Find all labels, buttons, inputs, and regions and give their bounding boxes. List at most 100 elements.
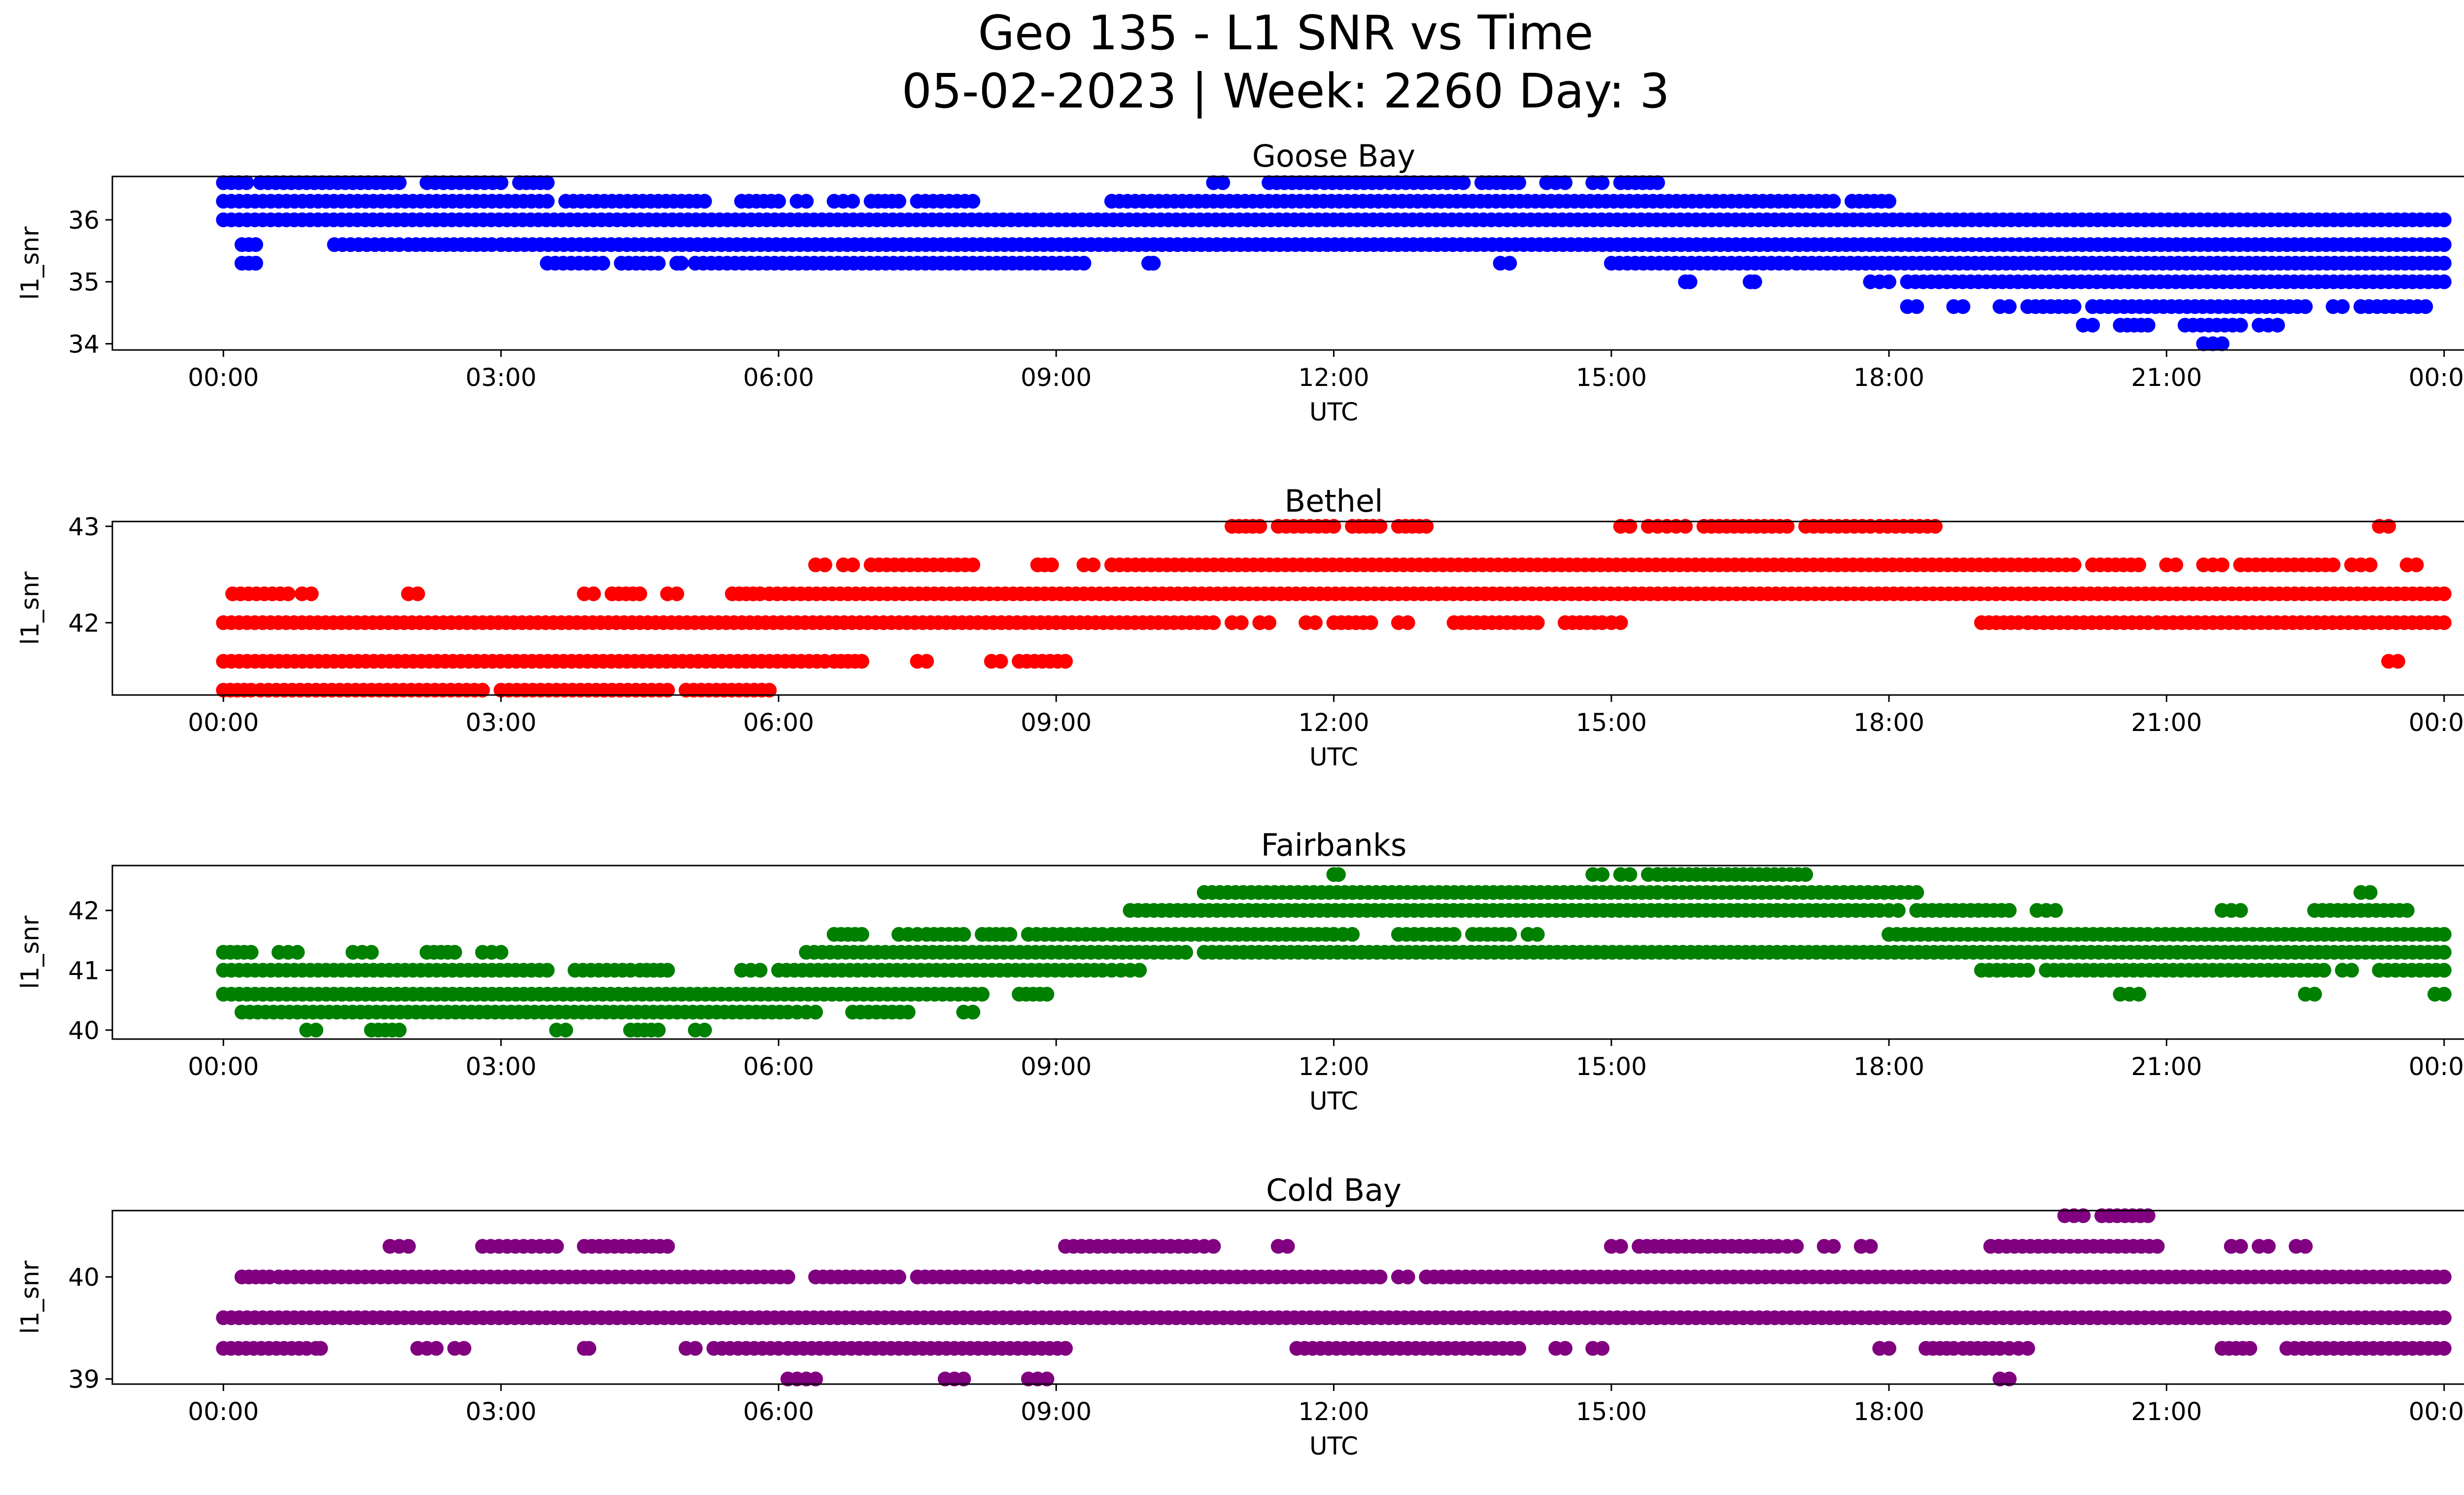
x-tick-label: 21:00 xyxy=(2131,1397,2202,1426)
data-point xyxy=(475,683,490,698)
data-point xyxy=(1280,1239,1295,1254)
data-point xyxy=(2150,1239,2165,1254)
data-point xyxy=(817,557,832,572)
data-point xyxy=(1076,256,1092,271)
data-point xyxy=(540,194,555,209)
data-point xyxy=(2362,885,2378,900)
data-point xyxy=(2436,212,2452,227)
data-point xyxy=(956,1371,971,1387)
y-tick-label: 40 xyxy=(68,1016,100,1045)
data-point xyxy=(2298,299,2313,314)
series-bethel xyxy=(216,519,2452,698)
data-point xyxy=(1955,299,1971,314)
panel-title-cold-bay: Cold Bay xyxy=(1266,1172,1402,1208)
data-point xyxy=(808,1371,823,1387)
x-axis-label: UTC xyxy=(1309,1087,1358,1115)
y-tick-label: 42 xyxy=(68,897,100,925)
data-point xyxy=(1326,519,1341,534)
data-point xyxy=(248,256,263,271)
data-point xyxy=(540,963,555,978)
data-point xyxy=(1789,1239,1804,1254)
data-point xyxy=(2242,1341,2258,1356)
data-point xyxy=(1622,867,1638,882)
panel-title-goose-bay: Goose Bay xyxy=(1252,138,1415,174)
y-axis-label: l1_snr xyxy=(16,226,44,300)
data-point xyxy=(1372,1269,1388,1285)
data-point xyxy=(2076,1208,2091,1223)
data-point xyxy=(1039,987,1055,1002)
y-tick-label: 41 xyxy=(68,956,100,985)
data-point xyxy=(965,557,981,572)
data-point xyxy=(1747,274,1762,289)
data-point xyxy=(1262,615,1277,630)
x-tick-label: 09:00 xyxy=(1021,1397,1092,1426)
data-point xyxy=(2233,317,2248,333)
data-point xyxy=(392,1022,407,1038)
y-tick-label: 35 xyxy=(68,268,100,297)
data-point xyxy=(2140,317,2156,333)
data-point xyxy=(447,945,462,960)
data-point xyxy=(2381,519,2396,534)
data-point xyxy=(2298,1239,2313,1254)
x-tick-label: 15:00 xyxy=(1576,1052,1647,1081)
data-point xyxy=(771,194,786,209)
y-tick-label: 43 xyxy=(68,513,100,541)
data-point xyxy=(632,586,648,601)
data-point xyxy=(687,1341,703,1356)
data-point xyxy=(753,963,768,978)
data-point xyxy=(1909,299,1924,314)
data-point xyxy=(1132,963,1147,978)
data-point xyxy=(410,586,425,601)
data-point xyxy=(1557,1341,1573,1356)
data-point xyxy=(1622,519,1638,534)
data-point xyxy=(1557,175,1573,190)
data-point xyxy=(1882,1341,1897,1356)
data-point xyxy=(2270,317,2285,333)
data-point xyxy=(2066,557,2082,572)
x-tick-label: 12:00 xyxy=(1298,1397,1369,1426)
data-point xyxy=(2436,274,2452,289)
x-tick-label: 00:00 xyxy=(2409,708,2464,737)
data-point xyxy=(2215,557,2229,572)
data-point xyxy=(1882,194,1897,209)
subplot-panels: Goose Bay 00:00 03:00 06:00 09:00 12:00 15:00 1… xyxy=(16,138,2464,1460)
data-point xyxy=(956,927,971,942)
data-point xyxy=(2020,1341,2035,1356)
data-point xyxy=(429,1341,444,1356)
x-tick-label: 00:00 xyxy=(188,1052,259,1081)
y-tick-label: 42 xyxy=(68,609,100,637)
x-tick-label: 00:00 xyxy=(2409,1397,2464,1426)
panel-fairbanks: Fairbanks 00:00 03:00 06:00 09:00 12:00 15:00 1… xyxy=(16,827,2464,1115)
data-point xyxy=(313,1341,328,1356)
data-point xyxy=(2436,1310,2452,1325)
data-point xyxy=(1678,519,1693,534)
x-tick-label: 18:00 xyxy=(1853,1052,1924,1081)
data-point xyxy=(2002,903,2017,918)
y-tick-label: 40 xyxy=(68,1263,100,1292)
figure-title-line2: 05-02-2023 | Week: 2260 Day: 3 xyxy=(902,64,1670,119)
data-point xyxy=(1252,519,1267,534)
figure-title-line1: Geo 135 - L1 SNR vs Time xyxy=(978,5,1594,61)
data-point xyxy=(1682,274,1698,289)
x-axis-label: UTC xyxy=(1309,398,1358,426)
data-point xyxy=(1456,175,1471,190)
data-point xyxy=(364,945,379,960)
data-point xyxy=(2316,963,2331,978)
data-point xyxy=(845,557,860,572)
y-axis-label: l1_snr xyxy=(16,1260,44,1334)
x-tick-label: 00:00 xyxy=(188,363,259,392)
panel-bethel: Bethel 00:00 03:00 06:00 09:00 12:00 15:00 18:0… xyxy=(16,483,2464,771)
data-point xyxy=(1909,885,1924,900)
x-tick-label: 03:00 xyxy=(466,1397,537,1426)
y-tick-label: 39 xyxy=(68,1365,100,1394)
y-tick-label: 34 xyxy=(68,330,100,358)
data-point xyxy=(2436,963,2452,978)
x-tick-label: 09:00 xyxy=(1021,1052,1092,1081)
data-point xyxy=(1882,274,1897,289)
panel-goose-bay: Goose Bay 00:00 03:00 06:00 09:00 12:00 15:00 1… xyxy=(16,138,2464,426)
data-point xyxy=(540,175,555,190)
data-point xyxy=(1502,927,1517,942)
x-tick-label: 06:00 xyxy=(743,1052,814,1081)
data-point xyxy=(549,1239,564,1254)
data-point xyxy=(845,194,860,209)
